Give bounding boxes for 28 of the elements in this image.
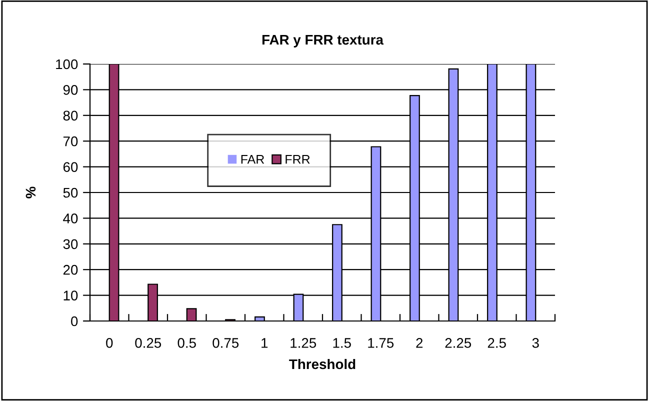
- y-tick-label: 10: [64, 290, 78, 300]
- x-tick-label: 0.25: [135, 338, 162, 348]
- x-tick-label: 1.5: [333, 338, 351, 348]
- y-tick-label: 60: [63, 162, 78, 172]
- y-tick-label: 0: [71, 316, 78, 326]
- y-tick-label: 80: [63, 110, 78, 121]
- x-tick-label: 2.5: [488, 338, 506, 348]
- x-tick-label: 1.25: [290, 338, 316, 348]
- legend-label: FAR: [241, 155, 264, 164]
- y-axis-title: %: [26, 186, 36, 198]
- y-tick-label: 30: [63, 239, 78, 250]
- x-tick-label: 2: [416, 338, 423, 348]
- x-tick-label: 3: [532, 338, 539, 348]
- y-tick-label: 50: [63, 188, 78, 198]
- legend-label: FRR: [286, 155, 310, 164]
- x-tick-label: 0.5: [178, 338, 196, 348]
- x-tick-label: 1.75: [368, 338, 394, 348]
- y-tick-label: 100: [56, 59, 78, 70]
- y-tick-label: 20: [63, 264, 78, 275]
- x-tick-label: 0: [106, 338, 113, 348]
- y-tick-label: 70: [63, 136, 78, 146]
- x-axis-title: Threshold: [289, 358, 356, 370]
- chart-title: FAR y FRR textura: [262, 35, 384, 48]
- x-tick-label: 1: [262, 338, 268, 348]
- y-tick-label: 40: [63, 214, 78, 224]
- x-tick-label: 2.25: [445, 338, 472, 348]
- x-tick-label: 0.75: [212, 338, 239, 348]
- y-tick-label: 90: [63, 85, 78, 95]
